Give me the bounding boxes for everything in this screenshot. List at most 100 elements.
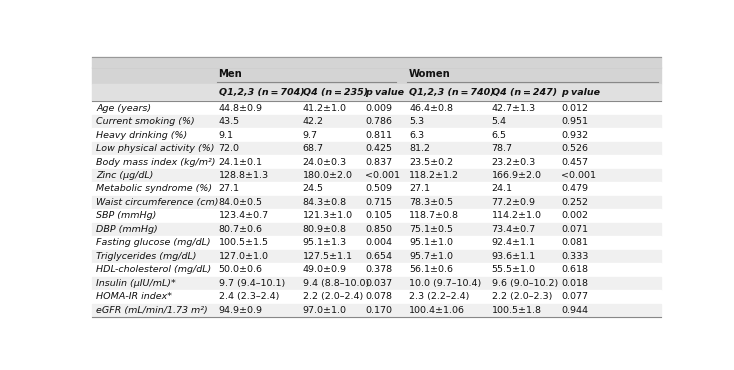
Text: 55.5±1.0: 55.5±1.0 (492, 265, 536, 274)
Bar (92, 303, 661, 317)
Text: 23.2±0.3: 23.2±0.3 (492, 158, 536, 166)
Text: 127.0±1.0: 127.0±1.0 (219, 252, 269, 261)
Text: 24.1±0.1: 24.1±0.1 (219, 158, 263, 166)
Text: 46.4±0.8: 46.4±0.8 (409, 104, 453, 112)
Text: 118.2±1.2: 118.2±1.2 (409, 171, 459, 180)
Text: Body mass index (kg/m²): Body mass index (kg/m²) (96, 158, 216, 166)
Text: 78.3±0.5: 78.3±0.5 (409, 198, 454, 207)
Text: 2.4 (2.3–2.4): 2.4 (2.3–2.4) (219, 292, 279, 301)
Text: Zinc (µg/dL): Zinc (µg/dL) (96, 171, 153, 180)
Text: 114.2±1.0: 114.2±1.0 (492, 211, 542, 221)
Text: Waist circumference (cm): Waist circumference (cm) (96, 198, 219, 207)
Text: 118.7±0.8: 118.7±0.8 (409, 211, 459, 221)
Bar (92, 57, 661, 67)
Text: HDL-cholesterol (mg/dL): HDL-cholesterol (mg/dL) (96, 265, 211, 274)
Text: 93.6±1.1: 93.6±1.1 (492, 252, 536, 261)
Text: p value: p value (366, 88, 404, 97)
Text: 95.1±1.0: 95.1±1.0 (409, 238, 453, 248)
Bar (92, 142, 661, 155)
Text: 0.252: 0.252 (561, 198, 588, 207)
Bar (92, 209, 661, 223)
Text: 24.0±0.3: 24.0±0.3 (303, 158, 347, 166)
Text: 100.4±1.06: 100.4±1.06 (409, 306, 465, 315)
Text: 0.479: 0.479 (561, 185, 588, 194)
Text: 127.5±1.1: 127.5±1.1 (303, 252, 353, 261)
Text: eGFR (mL/min/1.73 m²): eGFR (mL/min/1.73 m²) (96, 306, 208, 315)
Bar (92, 128, 661, 142)
Text: 92.4±1.1: 92.4±1.1 (492, 238, 536, 248)
Text: 41.2±1.0: 41.2±1.0 (303, 104, 346, 112)
Text: p value: p value (561, 88, 600, 97)
Text: Q1,2,3 (n = 740): Q1,2,3 (n = 740) (409, 88, 495, 97)
Bar (92, 250, 661, 263)
Text: 94.9±0.9: 94.9±0.9 (219, 306, 263, 315)
Text: SBP (mmHg): SBP (mmHg) (96, 211, 156, 221)
Text: 128.8±1.3: 128.8±1.3 (219, 171, 269, 180)
Text: Heavy drinking (%): Heavy drinking (%) (96, 131, 188, 139)
Text: <0.001: <0.001 (561, 171, 596, 180)
Text: 0.425: 0.425 (366, 144, 393, 153)
Text: 97.0±1.0: 97.0±1.0 (303, 306, 346, 315)
Text: 0.715: 0.715 (366, 198, 393, 207)
Text: 0.457: 0.457 (561, 158, 588, 166)
Text: 2.2 (2.0–2.3): 2.2 (2.0–2.3) (492, 292, 552, 301)
Text: 2.3 (2.2–2.4): 2.3 (2.2–2.4) (409, 292, 470, 301)
Text: 84.3±0.8: 84.3±0.8 (303, 198, 347, 207)
Text: 68.7: 68.7 (303, 144, 324, 153)
Text: Q1,2,3 (n = 704): Q1,2,3 (n = 704) (219, 88, 304, 97)
Text: 50.0±0.6: 50.0±0.6 (219, 265, 263, 274)
Text: 9.1: 9.1 (219, 131, 233, 139)
Text: 95.7±1.0: 95.7±1.0 (409, 252, 453, 261)
Text: 80.9±0.8: 80.9±0.8 (303, 225, 346, 234)
Text: 0.333: 0.333 (561, 252, 589, 261)
Text: 9.7: 9.7 (303, 131, 318, 139)
Text: 0.932: 0.932 (561, 131, 588, 139)
Text: 0.004: 0.004 (366, 238, 393, 248)
Text: Triglycerides (mg/dL): Triglycerides (mg/dL) (96, 252, 197, 261)
Text: 0.105: 0.105 (366, 211, 393, 221)
Text: Age (years): Age (years) (96, 104, 151, 112)
Text: 0.850: 0.850 (366, 225, 393, 234)
Text: 0.018: 0.018 (561, 279, 588, 288)
Text: Current smoking (%): Current smoking (%) (96, 117, 195, 126)
Text: 44.8±0.9: 44.8±0.9 (219, 104, 263, 112)
Text: 0.077: 0.077 (561, 292, 588, 301)
Text: 43.5: 43.5 (219, 117, 240, 126)
Text: 24.1: 24.1 (492, 185, 512, 194)
Text: 0.618: 0.618 (561, 265, 588, 274)
Text: Men: Men (219, 69, 242, 79)
Text: 100.5±1.8: 100.5±1.8 (492, 306, 542, 315)
Text: 0.081: 0.081 (561, 238, 588, 248)
Bar (92, 84, 661, 101)
Text: 0.509: 0.509 (366, 185, 393, 194)
Text: 78.7: 78.7 (492, 144, 512, 153)
Text: HOMA-IR index*: HOMA-IR index* (96, 292, 172, 301)
Text: 6.3: 6.3 (409, 131, 424, 139)
Text: 0.526: 0.526 (561, 144, 588, 153)
Text: 9.6 (9.0–10.2): 9.6 (9.0–10.2) (492, 279, 558, 288)
Text: 5.3: 5.3 (409, 117, 424, 126)
Text: 10.0 (9.7–10.4): 10.0 (9.7–10.4) (409, 279, 482, 288)
Text: 0.951: 0.951 (561, 117, 588, 126)
Text: 0.009: 0.009 (366, 104, 393, 112)
Text: 42.7±1.3: 42.7±1.3 (492, 104, 536, 112)
Text: <0.001: <0.001 (366, 171, 400, 180)
Bar (92, 169, 661, 182)
Text: 23.5±0.2: 23.5±0.2 (409, 158, 454, 166)
Text: 9.7 (9.4–10.1): 9.7 (9.4–10.1) (219, 279, 285, 288)
Text: 121.3±1.0: 121.3±1.0 (303, 211, 353, 221)
Text: 0.170: 0.170 (366, 306, 393, 315)
Text: 80.7±0.6: 80.7±0.6 (219, 225, 263, 234)
Text: 5.4: 5.4 (492, 117, 506, 126)
Text: Metabolic syndrome (%): Metabolic syndrome (%) (96, 185, 212, 194)
Text: 0.837: 0.837 (366, 158, 393, 166)
Text: 95.1±1.3: 95.1±1.3 (303, 238, 347, 248)
Text: 81.2: 81.2 (409, 144, 430, 153)
Text: 49.0±0.9: 49.0±0.9 (303, 265, 346, 274)
Text: 72.0: 72.0 (219, 144, 239, 153)
Text: 27.1: 27.1 (219, 185, 239, 194)
Text: Q4 (n = 247): Q4 (n = 247) (492, 88, 557, 97)
Bar (92, 263, 661, 276)
Text: 123.4±0.7: 123.4±0.7 (219, 211, 269, 221)
Text: 27.1: 27.1 (409, 185, 430, 194)
